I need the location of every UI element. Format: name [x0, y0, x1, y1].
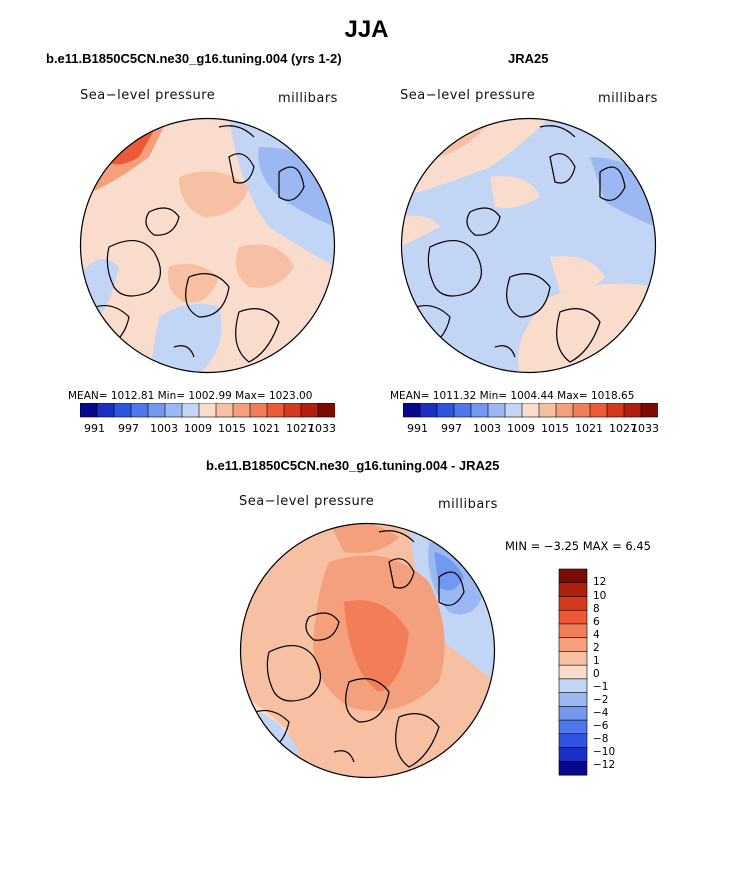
diff-colorbar-tick: 4: [593, 629, 600, 641]
diff-colorbar: 12 10 8 6 4 2 1 0 −1 −2 −4 −6 −8 −10 −12: [558, 568, 615, 776]
obs-stats: MEAN= 1011.32 Min= 1004.44 Max= 1018.65: [390, 390, 635, 402]
diff-colorbar-tick: −10: [593, 746, 615, 758]
model-colorbar-swatch: [164, 403, 183, 418]
model-colorbar-tick: 997: [118, 422, 139, 435]
diff-colorbar-tick: 10: [593, 590, 606, 602]
model-colorbar-swatch: [249, 403, 268, 418]
obs-polar-map: [400, 117, 657, 374]
diff-colorbar-tick: 6: [593, 616, 600, 628]
model-colorbar: 991 997 1003 1009 1015 1021 1027 1033: [80, 403, 335, 435]
obs-colorbar-tick: 1027: [609, 422, 637, 435]
diff-colorbar-swatch: [558, 568, 588, 584]
obs-colorbar-swatch: [419, 403, 438, 418]
diff-colorbar-tick: 12: [593, 576, 606, 588]
model-colorbar-swatch: [317, 403, 335, 418]
diff-colorbar-tick: −2: [593, 694, 608, 706]
model-colorbar-swatch: [147, 403, 166, 418]
obs-colorbar-swatch: [572, 403, 591, 418]
diff-panel-title: b.e11.B1850C5CN.ne30_g16.tuning.004 - JR…: [206, 458, 500, 473]
obs-colorbar-swatch: [538, 403, 557, 418]
obs-colorbar-swatch: [487, 403, 506, 418]
diff-colorbar-swatch: [558, 623, 588, 639]
diff-colorbar-swatch: [558, 596, 588, 611]
model-colorbar-tick: 1027: [286, 422, 314, 435]
model-colorbar-swatch: [96, 403, 115, 418]
diff-colorbar-swatch: [558, 747, 588, 762]
diff-colorbar-swatch: [558, 582, 588, 597]
model-colorbar-tick: 1003: [150, 422, 178, 435]
obs-colorbar-tick: 1015: [541, 422, 569, 435]
obs-variable-label: Sea−level pressure: [400, 88, 536, 103]
model-panel-title: b.e11.B1850C5CN.ne30_g16.tuning.004 (yrs…: [46, 51, 342, 66]
diff-colorbar-swatch: [558, 651, 588, 666]
diff-colorbar-tick: −1: [593, 681, 608, 693]
diff-colorbar-swatch: [558, 706, 588, 721]
model-colorbar-tick: 1015: [218, 422, 246, 435]
obs-colorbar-tick: 1033: [631, 422, 658, 435]
model-stats: MEAN= 1012.81 Min= 1002.99 Max= 1023.00: [68, 390, 313, 402]
diff-colorbar-tick: −4: [593, 707, 609, 719]
diff-colorbar-swatch: [558, 664, 588, 680]
diff-polar-map: [239, 522, 496, 779]
obs-colorbar-swatch: [640, 403, 658, 418]
obs-colorbar-swatch: [623, 403, 642, 418]
obs-colorbar-swatch: [403, 403, 421, 418]
obs-colorbar-swatch: [555, 403, 574, 418]
model-colorbar-tick: 991: [84, 422, 105, 435]
model-variable-label: Sea−level pressure: [80, 88, 216, 103]
diff-variable-label: Sea−level pressure: [239, 494, 375, 509]
obs-panel-title: JRA25: [508, 51, 549, 66]
obs-colorbar-tick: 991: [407, 422, 428, 435]
model-units-label: millibars: [278, 91, 338, 106]
diff-colorbar-swatch: [558, 637, 588, 652]
diff-colorbar-tick: 1: [593, 655, 600, 667]
model-colorbar-swatch: [283, 403, 302, 418]
diff-colorbar-swatch: [558, 719, 588, 735]
diff-colorbar-tick: 8: [593, 603, 600, 615]
obs-colorbar-swatch: [589, 403, 608, 418]
model-colorbar-swatch: [113, 403, 132, 418]
diff-units-label: millibars: [438, 497, 498, 512]
diff-colorbar-swatch: [558, 692, 588, 707]
diff-colorbar-tick: −12: [593, 759, 615, 771]
model-colorbar-swatch: [215, 403, 234, 418]
obs-colorbar-swatch: [453, 403, 472, 418]
diff-colorbar-tick: 0: [593, 668, 600, 680]
diff-colorbar-tick: 2: [593, 642, 600, 654]
obs-colorbar-tick: 1021: [575, 422, 603, 435]
page-title: JJA: [344, 16, 389, 43]
obs-colorbar-tick: 1003: [473, 422, 501, 435]
model-colorbar-tick: 1033: [308, 422, 335, 435]
model-colorbar-swatch: [80, 403, 98, 418]
model-colorbar-swatch: [130, 403, 149, 418]
obs-colorbar-tick: 1009: [507, 422, 535, 435]
diff-colorbar-tick: −6: [593, 720, 609, 732]
model-colorbar-swatch: [300, 403, 319, 418]
obs-units-label: millibars: [598, 91, 658, 106]
obs-colorbar-swatch: [504, 403, 523, 418]
model-colorbar-swatch: [181, 403, 200, 418]
diff-colorbar-swatch: [558, 760, 588, 776]
model-colorbar-swatch: [198, 403, 217, 418]
model-colorbar-tick: 1021: [252, 422, 280, 435]
diff-colorbar-swatch: [558, 609, 588, 625]
model-colorbar-swatch: [266, 403, 285, 418]
obs-colorbar-swatch: [521, 403, 540, 418]
diff-colorbar-swatch: [558, 678, 588, 694]
model-colorbar-swatch: [232, 403, 251, 418]
diff-colorbar-swatch: [558, 733, 588, 749]
obs-colorbar: 991 997 1003 1009 1015 1021 1027 1033: [403, 403, 658, 435]
model-colorbar-tick: 1009: [184, 422, 212, 435]
obs-colorbar-tick: 997: [441, 422, 462, 435]
obs-colorbar-swatch: [470, 403, 489, 418]
obs-colorbar-swatch: [606, 403, 625, 418]
diff-stats: MIN = −3.25 MAX = 6.45: [505, 539, 651, 553]
diff-colorbar-tick: −8: [593, 733, 608, 745]
obs-colorbar-swatch: [436, 403, 455, 418]
model-polar-map: [79, 117, 336, 374]
